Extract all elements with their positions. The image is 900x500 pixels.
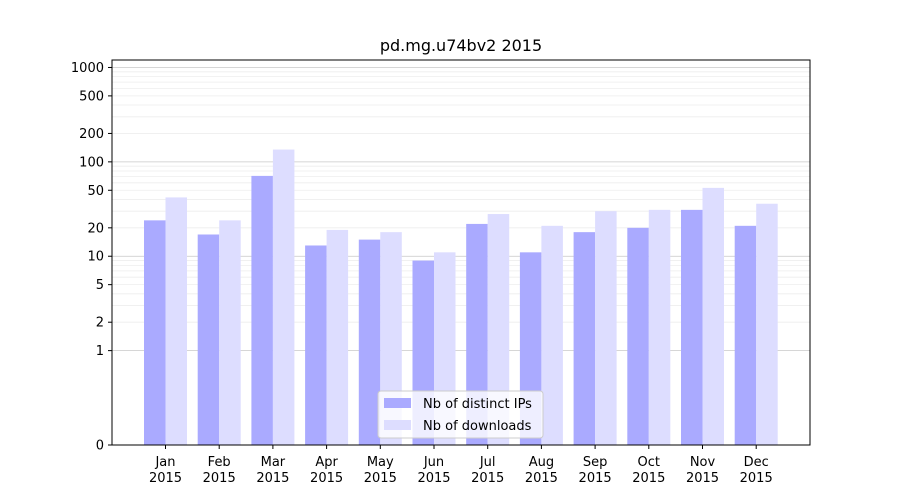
y-tick-label: 10 <box>87 250 104 265</box>
bar-downloads-nov <box>702 187 724 446</box>
bar-downloads-mar <box>272 149 295 445</box>
x-tick-label-month: May <box>367 455 394 470</box>
x-tick-label-month: Sep <box>583 455 608 470</box>
bar-distinct-ips-dec <box>734 225 757 445</box>
x-tick-label-month: Dec <box>744 455 769 470</box>
y-tick-label: 5 <box>96 278 104 293</box>
bar-distinct-ips-may <box>358 239 381 445</box>
x-tick-label-year: 2015 <box>525 471 558 486</box>
x-tick-label-year: 2015 <box>579 471 612 486</box>
bar-downloads-jan <box>165 197 187 445</box>
y-axis: 0 1 2 5 10 20 50 100 200 500 1000 <box>71 61 112 454</box>
x-tick-label-year: 2015 <box>632 471 665 486</box>
y-tick-label: 2 <box>96 316 104 331</box>
chart-title: pd.mg.u74bv2 2015 <box>380 36 542 55</box>
bar-downloads-feb <box>219 220 241 445</box>
y-tick-label: 100 <box>79 155 104 170</box>
y-tick-label: 200 <box>79 127 104 142</box>
x-tick-label-month: Nov <box>690 455 716 470</box>
x-tick-label-month: Jun <box>423 455 444 470</box>
y-tick-label: 50 <box>87 184 104 199</box>
x-tick-label-year: 2015 <box>149 471 182 486</box>
x-tick-label-month: Oct <box>638 455 660 470</box>
bar-downloads-dec <box>756 203 778 445</box>
x-tick-label-month: Feb <box>208 455 231 470</box>
x-tick-label-month: Jul <box>479 455 496 470</box>
x-tick-label-year: 2015 <box>471 471 504 486</box>
bar-distinct-ips-jul <box>466 223 488 445</box>
y-tick-label: 1 <box>96 344 104 359</box>
legend-label-distinct-ips: Nb of distinct IPs <box>423 397 532 412</box>
bar-downloads-jul <box>487 214 510 445</box>
bar-downloads-aug <box>541 225 563 445</box>
bar-distinct-ips-apr <box>305 245 327 445</box>
legend-box <box>377 390 544 439</box>
bar-downloads-sep <box>595 211 617 445</box>
bar-distinct-ips-nov <box>681 209 703 445</box>
legend-swatch-downloads <box>384 420 411 430</box>
x-tick-label-year: 2015 <box>364 471 397 486</box>
x-tick-label-year: 2015 <box>417 471 450 486</box>
bar-distinct-ips-mar <box>251 175 273 445</box>
legend: Nb of distinct IPs Nb of downloads <box>377 390 544 439</box>
y-tick-label: 500 <box>79 89 104 104</box>
legend-swatch-distinct-ips <box>384 398 411 408</box>
bar-downloads-oct <box>648 209 671 445</box>
x-tick-label-month: Mar <box>261 455 286 470</box>
bar-distinct-ips-sep <box>573 232 596 445</box>
x-tick-label-month: Apr <box>315 455 338 470</box>
y-tick-label: 20 <box>87 221 104 236</box>
legend-label-downloads: Nb of downloads <box>423 419 532 434</box>
x-tick-label-year: 2015 <box>203 471 236 486</box>
x-tick-label-year: 2015 <box>256 471 289 486</box>
bar-distinct-ips-feb <box>197 234 220 445</box>
y-tick-label: 0 <box>96 439 104 454</box>
bar-downloads-apr <box>326 229 349 445</box>
x-tick-label-year: 2015 <box>740 471 773 486</box>
x-tick-label-year: 2015 <box>686 471 719 486</box>
x-tick-label-year: 2015 <box>310 471 343 486</box>
plot-frame <box>111 59 811 446</box>
x-axis: Jan2015Feb2015Mar2015Apr2015May2015Jun20… <box>149 445 773 486</box>
y-tick-label: 1000 <box>71 61 104 76</box>
x-tick-label-month: Jan <box>154 455 175 470</box>
x-tick-label-month: Aug <box>529 455 554 470</box>
bar-distinct-ips-jan <box>144 220 166 445</box>
bar-distinct-ips-oct <box>627 227 649 445</box>
